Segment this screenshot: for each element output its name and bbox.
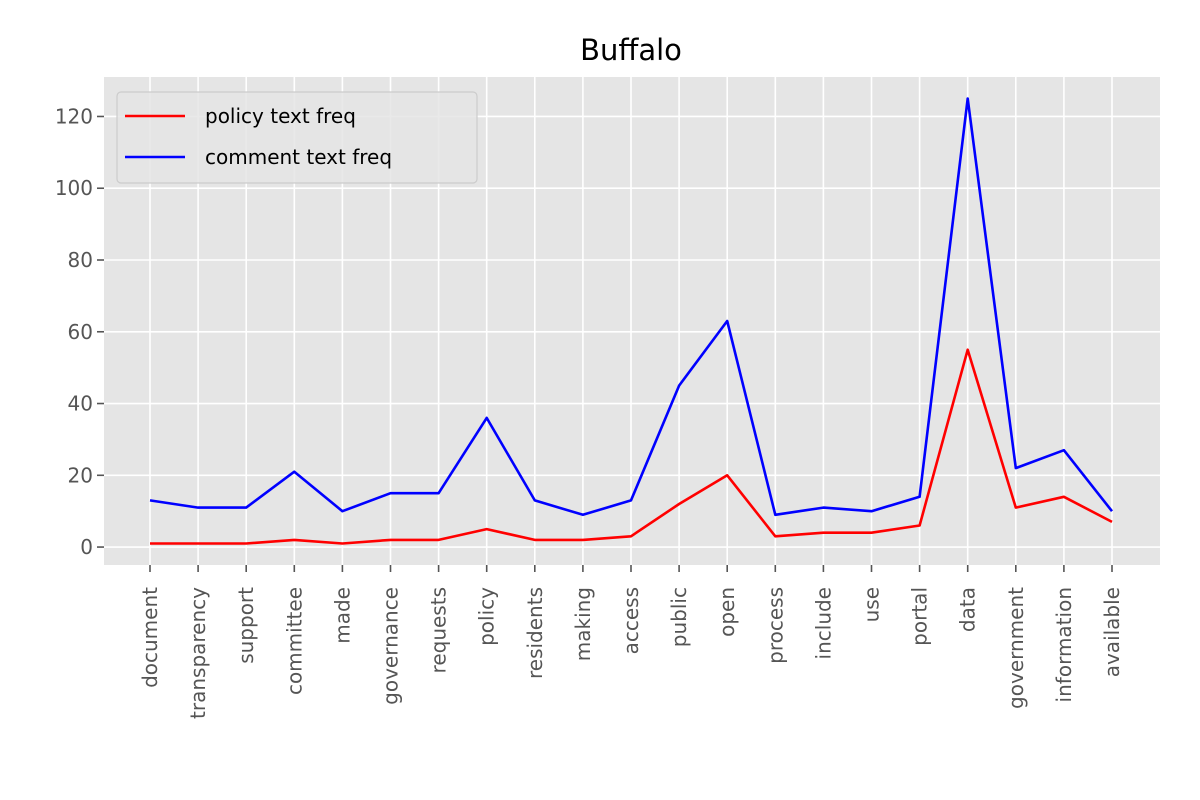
x-tick-label: open — [715, 587, 739, 637]
x-tick-label: policy — [475, 587, 499, 646]
series-line-1 — [150, 348, 1113, 545]
y-tick-label: 0 — [80, 535, 93, 559]
legend-label-2: comment text freq — [205, 145, 392, 169]
x-tick-label: made — [330, 587, 354, 644]
y-axis: 0 20 40 60 80 100 120 — [55, 104, 104, 559]
series-line-2 — [149, 97, 1114, 517]
x-tick-label: available — [1100, 587, 1124, 677]
x-axis: document transparency support committee made… — [138, 565, 1124, 719]
x-tick-label: requests — [427, 587, 451, 673]
x-tick-label: process — [763, 587, 787, 664]
x-tick-label: making — [571, 587, 595, 661]
x-tick-label: portal — [908, 587, 932, 646]
x-tick-label: public — [667, 587, 691, 647]
x-tick-label: use — [860, 587, 884, 622]
chart-title: Buffalo — [580, 33, 682, 67]
x-tick-label: document — [138, 587, 162, 688]
legend-label-1: policy text freq — [205, 104, 356, 128]
x-tick-label: access — [619, 587, 643, 654]
x-tick-label: government — [1004, 587, 1028, 709]
legend-box — [116, 91, 478, 184]
x-tick-label: residents — [523, 587, 547, 679]
y-tick-label: 100 — [55, 176, 93, 200]
x-tick-label: transparency — [186, 587, 210, 719]
x-tick-label: support — [234, 587, 258, 664]
y-tick-label: 80 — [68, 248, 93, 272]
x-tick-label: committee — [282, 587, 306, 695]
x-tick-label: data — [956, 587, 980, 632]
x-tick-label: information — [1052, 587, 1076, 702]
series-layer — [149, 97, 1114, 545]
x-tick-label: governance — [379, 587, 403, 705]
y-tick-label: 120 — [55, 104, 93, 128]
y-tick-label: 60 — [68, 320, 93, 344]
y-tick-label: 40 — [68, 392, 93, 416]
y-tick-label: 20 — [68, 463, 93, 487]
x-tick-label: include — [811, 587, 835, 659]
legend: policy text freq comment text freq — [116, 91, 478, 184]
